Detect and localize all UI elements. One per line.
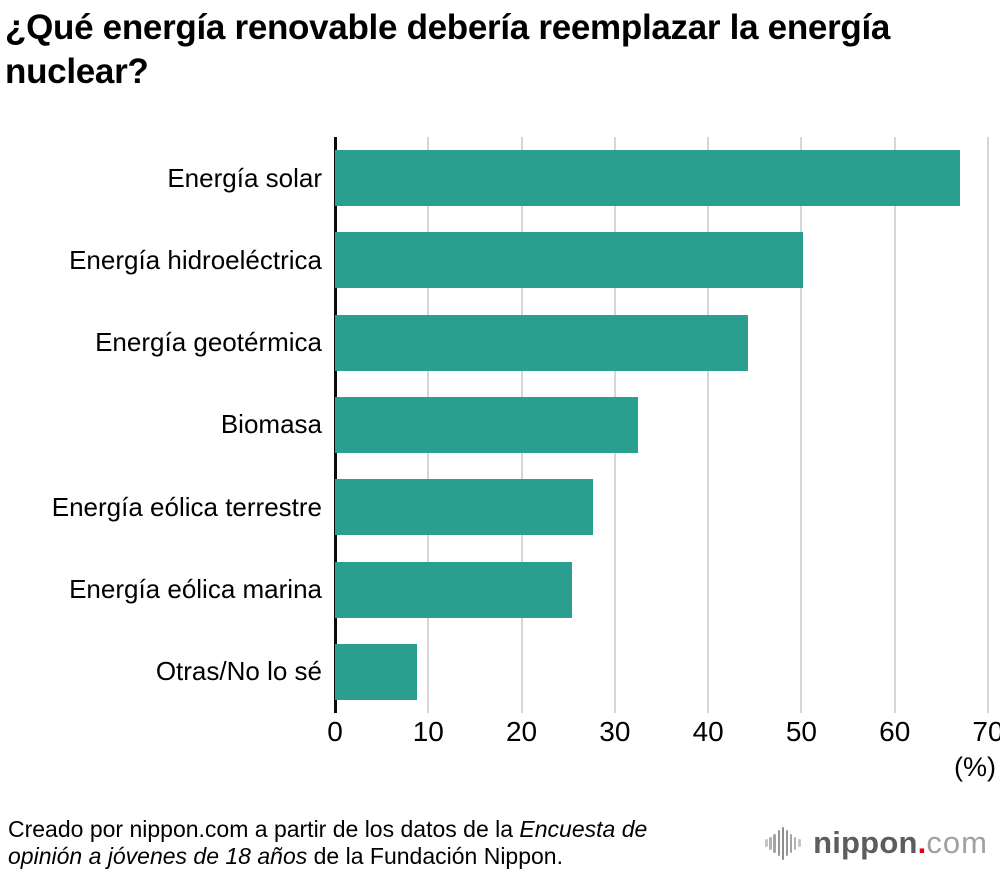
- bar-1: [335, 232, 804, 289]
- category-label-0: Energía solar: [167, 162, 322, 193]
- logo-dot: .: [917, 825, 927, 860]
- source-note-line-0: Creado por nippon.com a partir de los da…: [8, 816, 648, 842]
- x-tick-label-0: 0: [327, 716, 343, 747]
- x-tick-label-40: 40: [692, 716, 724, 747]
- bar-0: [335, 150, 960, 207]
- x-tick-label-70: 70: [972, 716, 1000, 747]
- logo-tld: com: [926, 825, 988, 860]
- x-axis-unit-label: (%): [954, 752, 996, 782]
- nippon-soundwave-logo-icon: [765, 825, 802, 861]
- bar-2: [335, 314, 749, 371]
- category-axis-labels: Energía solar Energía hidroeléctrica Energ…: [0, 137, 322, 713]
- bar-3: [335, 397, 639, 453]
- category-label-4: Energía eólica terrestre: [51, 491, 322, 522]
- chart-title: ¿Qué energía renovable debería reemplaza…: [5, 8, 891, 91]
- gridline-60: [893, 137, 896, 713]
- plot-area: [334, 137, 989, 713]
- bar-6: [335, 643, 418, 700]
- source-note-line-1: opinión a jóvenes de 18 años de la Funda…: [8, 843, 563, 869]
- logo-name: nippon: [813, 825, 918, 860]
- gridline-70: [987, 137, 989, 713]
- x-tick-label-20: 20: [505, 716, 538, 747]
- x-tick-label-10: 10: [412, 716, 444, 747]
- x-tick-label-30: 30: [599, 716, 631, 747]
- bar-4: [335, 479, 594, 536]
- nippon-logo: nippon.com: [765, 822, 988, 864]
- category-label-5: Energía eólica marina: [69, 574, 322, 605]
- x-tick-label-50: 50: [785, 716, 817, 747]
- category-label-6: Otras/No lo sé: [155, 656, 322, 687]
- x-tick-label-60: 60: [879, 716, 911, 747]
- category-label-2: Energía geotérmica: [95, 327, 322, 358]
- gridline-50: [800, 137, 803, 713]
- category-label-3: Biomasa: [220, 409, 322, 440]
- x-axis-tick-labels: 0 10 20 30 40 50 60 70: [327, 716, 1000, 752]
- bar-5: [335, 561, 572, 618]
- category-label-1: Energía hidroeléctrica: [69, 244, 322, 275]
- gridline-40: [707, 137, 710, 713]
- source-note: Creado por nippon.com a partir de los da…: [8, 816, 728, 870]
- nippon-logo-text: nippon.com: [813, 825, 988, 861]
